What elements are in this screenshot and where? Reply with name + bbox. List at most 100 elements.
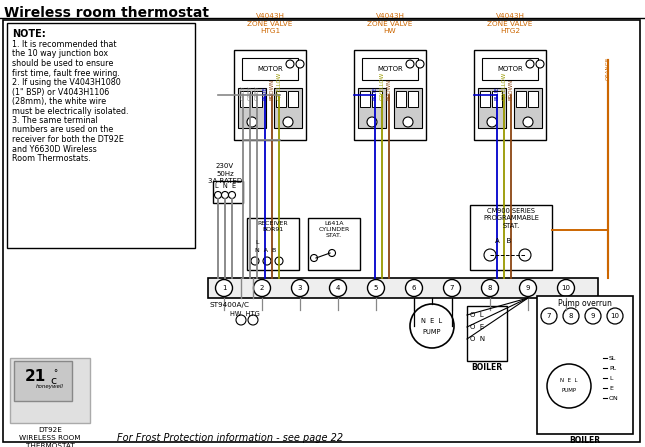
Circle shape: [541, 308, 557, 324]
Bar: [288, 91, 298, 107]
Text: (28mm), the white wire: (28mm), the white wire: [12, 97, 106, 106]
Text: N  A  B: N A B: [255, 248, 276, 253]
Circle shape: [253, 279, 270, 296]
Bar: [242, 58, 298, 80]
Text: ST9400A/C: ST9400A/C: [210, 302, 250, 308]
Text: GREY: GREY: [255, 85, 259, 100]
Circle shape: [275, 257, 283, 265]
Text: For Frost Protection information - see page 22: For Frost Protection information - see p…: [117, 433, 343, 443]
Text: MOTOR: MOTOR: [257, 66, 283, 72]
Text: 1. It is recommended that: 1. It is recommended that: [12, 40, 117, 49]
Text: V4043H
ZONE VALVE
HTG2: V4043H ZONE VALVE HTG2: [488, 13, 533, 34]
Circle shape: [482, 279, 499, 296]
Text: receiver for both the DT92E: receiver for both the DT92E: [12, 135, 124, 144]
Bar: [276, 91, 286, 107]
Bar: [362, 58, 418, 80]
Text: must be electrically isolated.: must be electrically isolated.: [12, 106, 128, 115]
Bar: [470, 205, 552, 270]
Bar: [354, 50, 426, 140]
Text: 8: 8: [569, 313, 573, 319]
Text: °: °: [53, 369, 57, 378]
Text: DT92E
WIRELESS ROOM
THERMOSTAT: DT92E WIRELESS ROOM THERMOSTAT: [19, 427, 81, 447]
Text: BLUE: BLUE: [495, 86, 499, 100]
Bar: [10, 358, 90, 423]
Circle shape: [406, 60, 414, 68]
Text: G/YELLOW: G/YELLOW: [502, 72, 506, 100]
Bar: [492, 91, 502, 107]
Text: honeywell: honeywell: [36, 384, 64, 389]
Bar: [360, 91, 370, 107]
Bar: [308, 218, 360, 270]
Bar: [274, 88, 302, 128]
Text: G/YELLOW: G/YELLOW: [277, 72, 281, 100]
Text: (1" BSP) or V4043H1106: (1" BSP) or V4043H1106: [12, 88, 109, 97]
Text: 8: 8: [488, 285, 492, 291]
Circle shape: [215, 279, 232, 296]
Bar: [234, 50, 306, 140]
Text: PL: PL: [609, 366, 616, 371]
Text: O  N: O N: [470, 336, 485, 342]
Text: N  E  L: N E L: [561, 379, 578, 384]
Text: BROWN: BROWN: [270, 79, 275, 100]
Text: 3: 3: [298, 285, 303, 291]
Circle shape: [367, 117, 377, 127]
Circle shape: [215, 191, 221, 198]
Bar: [7, 23, 195, 248]
Text: G/YELLOW: G/YELLOW: [379, 72, 384, 100]
Bar: [408, 91, 418, 107]
Text: the 10 way junction box: the 10 way junction box: [12, 50, 108, 59]
Circle shape: [368, 279, 384, 296]
Text: L  N  E: L N E: [215, 183, 236, 189]
Bar: [208, 278, 598, 298]
Bar: [528, 91, 538, 107]
Text: BLUE: BLUE: [263, 86, 268, 100]
Circle shape: [292, 279, 308, 296]
Text: 10: 10: [562, 285, 570, 291]
Text: should be used to ensure: should be used to ensure: [12, 59, 114, 68]
Text: 9: 9: [526, 285, 530, 291]
Circle shape: [557, 279, 575, 296]
Text: 9: 9: [591, 313, 595, 319]
Text: GREY: GREY: [248, 85, 252, 100]
Text: CM900 SERIES
PROGRAMMABLE
STAT.: CM900 SERIES PROGRAMMABLE STAT.: [483, 208, 539, 229]
Text: 5: 5: [374, 285, 378, 291]
Circle shape: [296, 60, 304, 68]
Bar: [478, 88, 506, 128]
Text: and Y6630D Wireless: and Y6630D Wireless: [12, 144, 97, 153]
Text: L: L: [255, 240, 259, 245]
Circle shape: [251, 257, 259, 265]
Text: V4043H
ZONE VALVE
HW: V4043H ZONE VALVE HW: [367, 13, 413, 34]
Bar: [372, 91, 382, 107]
Circle shape: [221, 191, 228, 198]
Text: RECEIVER
BOR91: RECEIVER BOR91: [258, 221, 288, 232]
Text: N  E  L: N E L: [421, 318, 442, 324]
Text: BROWN: BROWN: [386, 79, 392, 100]
Circle shape: [536, 60, 544, 68]
Circle shape: [283, 117, 293, 127]
Text: ON: ON: [609, 396, 619, 401]
Circle shape: [487, 117, 497, 127]
Text: V4043H
ZONE VALVE
HTG1: V4043H ZONE VALVE HTG1: [247, 13, 293, 34]
Text: 7: 7: [450, 285, 454, 291]
Circle shape: [526, 60, 534, 68]
Bar: [516, 91, 526, 107]
Text: L: L: [609, 376, 613, 381]
Bar: [514, 88, 542, 128]
Circle shape: [310, 254, 317, 261]
Circle shape: [406, 279, 422, 296]
Text: NOTE:: NOTE:: [12, 29, 46, 39]
Circle shape: [563, 308, 579, 324]
Text: SL: SL: [609, 356, 617, 361]
Text: 7: 7: [547, 313, 551, 319]
Bar: [358, 88, 386, 128]
Circle shape: [248, 315, 258, 325]
Text: 2: 2: [260, 285, 264, 291]
Bar: [396, 91, 406, 107]
Bar: [14, 361, 72, 401]
Bar: [394, 88, 422, 128]
Circle shape: [519, 279, 537, 296]
Circle shape: [263, 257, 271, 265]
Circle shape: [444, 279, 461, 296]
Text: L641A
CYLINDER
STAT.: L641A CYLINDER STAT.: [319, 221, 350, 238]
Text: numbers are used on the: numbers are used on the: [12, 126, 114, 135]
